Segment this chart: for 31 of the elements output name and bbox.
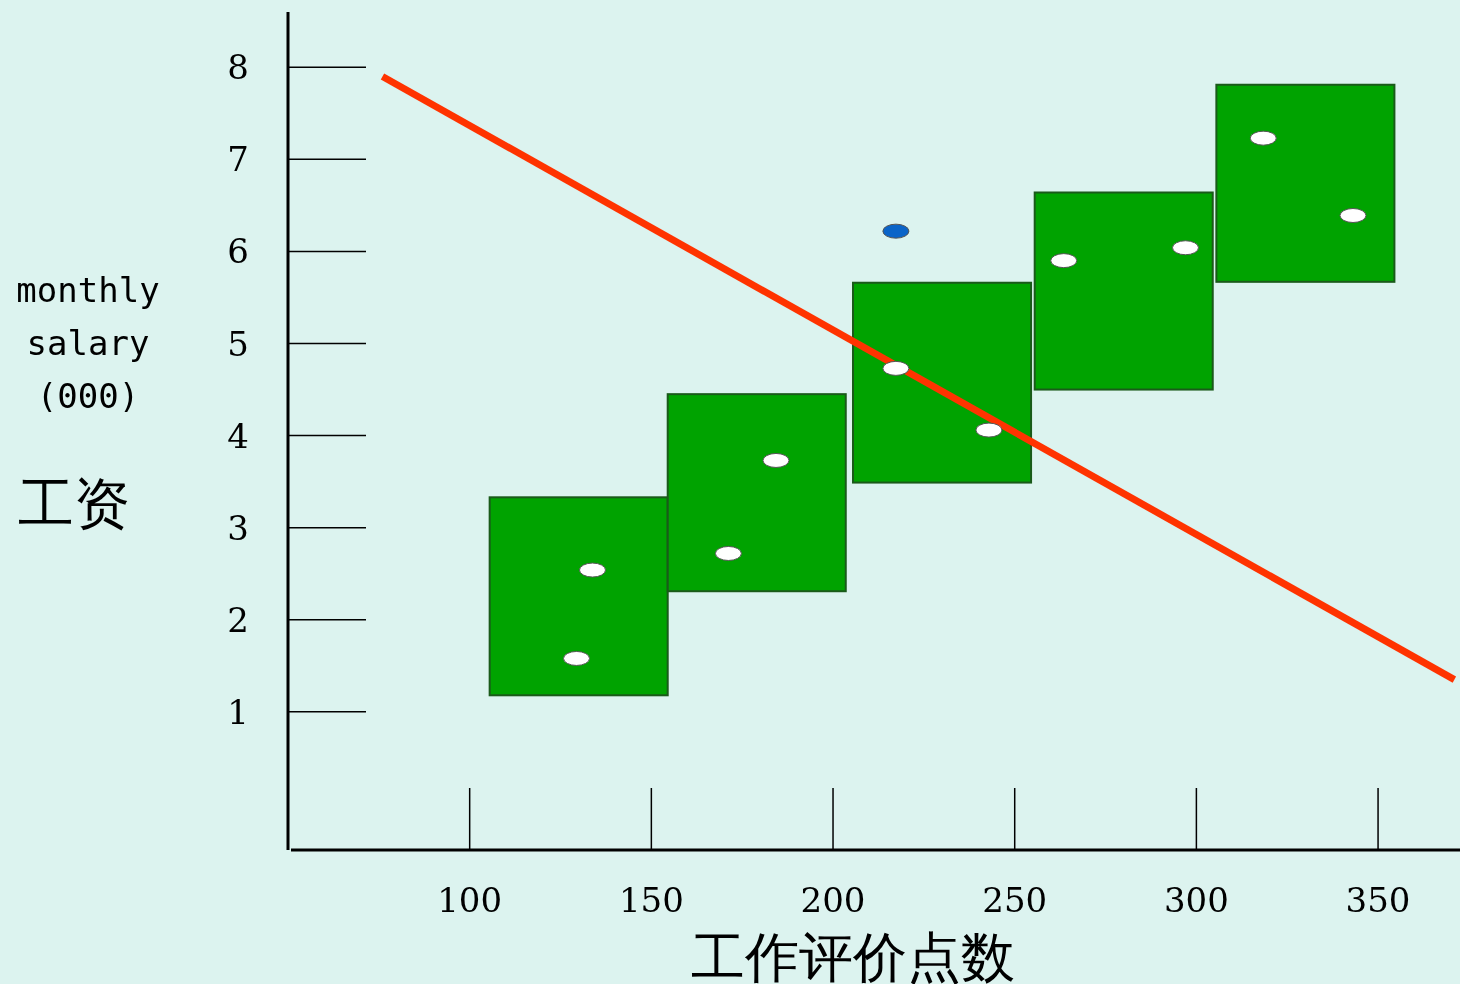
y-tick-label: 1 [227, 691, 249, 732]
text: 工资 [18, 471, 130, 536]
x-tick: 300 [1163, 787, 1229, 920]
x-tick: 100 [437, 787, 503, 920]
x-tick-label: 100 [437, 880, 503, 920]
x-tick-label: 250 [982, 880, 1048, 920]
y-tick: 5 [227, 323, 367, 364]
y-tick-label: 8 [227, 47, 249, 88]
x-tick-label: 350 [1345, 880, 1411, 920]
y-tick-label: 3 [227, 507, 249, 548]
y-tick: 6 [227, 231, 367, 272]
bar [852, 281, 1033, 484]
y-tick-label: 6 [227, 231, 249, 272]
y-tick: 2 [227, 599, 367, 640]
x-tick-label: 300 [1163, 880, 1229, 920]
x-tick: 200 [800, 787, 866, 920]
y-tick: 8 [227, 47, 367, 88]
y-tick: 1 [227, 691, 367, 732]
y-tick-label: 4 [227, 415, 249, 456]
x-tick: 150 [618, 787, 684, 920]
x-tick: 350 [1345, 787, 1411, 920]
y-tick: 7 [227, 139, 367, 180]
x-tick-label: 200 [800, 880, 866, 920]
y-tick: 4 [227, 415, 367, 456]
x-tick: 250 [982, 787, 1048, 920]
y-tick-label: 2 [227, 599, 249, 640]
x-tick-label: 150 [618, 880, 684, 920]
y-tick-label: 7 [227, 139, 249, 180]
y-tick-label: 5 [227, 323, 249, 364]
y-axis-title: monthly salary (000) [16, 270, 160, 416]
y-tick: 3 [227, 507, 367, 548]
